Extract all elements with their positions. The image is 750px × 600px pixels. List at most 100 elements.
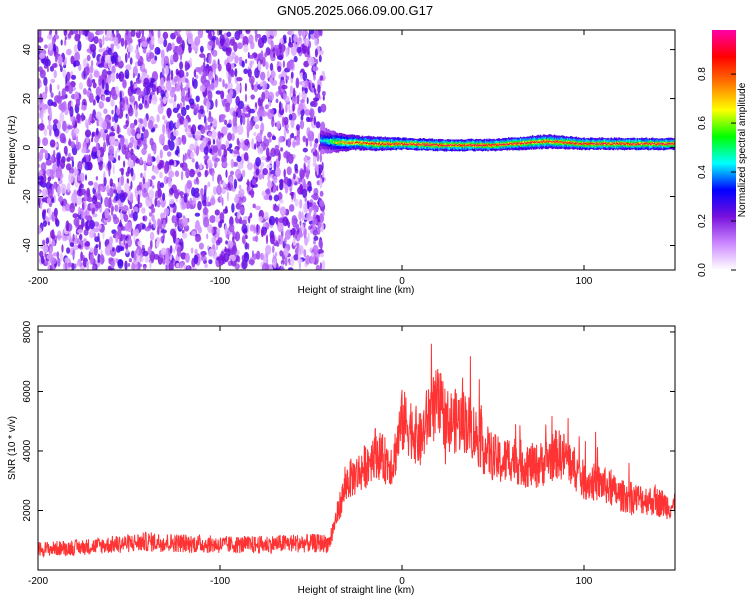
noise-speckle (47, 51, 54, 56)
signal-cell (594, 142, 596, 144)
noise-speckle (208, 53, 212, 65)
signal-cell (521, 142, 523, 145)
noise-speckle (143, 117, 148, 128)
noise-speckle (54, 34, 60, 40)
signal-cell (498, 144, 500, 146)
noise-speckle (217, 30, 220, 36)
signal-cell (641, 142, 643, 144)
noise-speckle (150, 78, 156, 83)
signal-cell (629, 143, 631, 146)
noise-speckle (95, 201, 102, 209)
noise-speckle (162, 192, 166, 201)
signal-cell (608, 142, 610, 144)
noise-speckle (190, 151, 195, 159)
signal-cell (407, 142, 410, 146)
noise-speckle (300, 99, 305, 104)
noise-speckle (217, 140, 222, 150)
noise-speckle (66, 157, 71, 162)
noise-speckle (278, 135, 284, 143)
noise-speckle (283, 176, 289, 185)
noise-speckle (132, 211, 138, 221)
noise-speckle (289, 85, 293, 94)
noise-speckle (194, 248, 198, 256)
noise-speckle (77, 175, 81, 182)
noise-speckle (287, 153, 294, 164)
signal-cell (376, 143, 379, 145)
signal-cell (400, 142, 403, 144)
noise-speckle (104, 129, 108, 134)
signal-cell (502, 143, 505, 146)
noise-speckle (247, 179, 250, 188)
signal-cell (361, 143, 364, 145)
noise-speckle (314, 138, 319, 144)
signal-cell (637, 143, 640, 145)
noise-speckle (179, 61, 184, 70)
noise-speckle (127, 151, 130, 162)
noise-speckle (101, 121, 108, 130)
noise-speckle (120, 246, 125, 251)
signal-cell (349, 142, 352, 145)
noise-speckle (305, 137, 309, 147)
signal-cell (334, 141, 336, 144)
noise-speckle (312, 229, 318, 236)
signal-cell (410, 144, 413, 146)
noise-speckle (230, 158, 234, 169)
noise-speckle (257, 173, 263, 180)
noise-speckle (38, 136, 41, 148)
signal-cell (430, 144, 432, 146)
noise-speckle (70, 156, 74, 162)
noise-speckle (127, 166, 131, 174)
signal-cell (479, 144, 482, 146)
signal-cell (324, 138, 327, 142)
signal-cell (633, 142, 636, 144)
noise-speckle (170, 69, 174, 81)
noise-speckle (182, 217, 185, 223)
noise-speckle (296, 94, 300, 105)
colorbar-label: Normalized spectral amplitude (737, 82, 748, 217)
signal-cell (417, 144, 419, 146)
noise-speckle (69, 242, 75, 247)
noise-speckle (285, 76, 290, 81)
noise-speckle (123, 160, 126, 168)
signal-cell (323, 139, 325, 143)
noise-speckle (213, 145, 218, 153)
signal-cell (454, 143, 456, 146)
noise-speckle (212, 59, 217, 70)
noise-speckle (93, 245, 98, 256)
noise-speckle (296, 134, 301, 145)
noise-speckle (168, 139, 171, 147)
noise-speckle (165, 80, 172, 91)
signal-cell (417, 142, 419, 146)
noise-speckle (49, 30, 53, 35)
noise-speckle (261, 110, 268, 117)
noise-speckle (157, 225, 160, 236)
noise-speckle (89, 253, 93, 264)
colorbar-ticks: 0.0 0.2 0.4 0.6 0.8 (697, 67, 736, 277)
signal-cell (655, 143, 657, 145)
noise-speckle (104, 30, 107, 36)
noise-speckle (212, 139, 216, 145)
noise-speckle (226, 94, 230, 100)
noise-speckle (197, 200, 202, 211)
noise-speckle (129, 204, 133, 210)
signal-cell (588, 142, 591, 146)
noise-speckle (135, 52, 141, 60)
noise-speckle (168, 170, 175, 178)
signal-cell (513, 142, 515, 145)
noise-speckle (303, 249, 307, 258)
noise-speckle (53, 207, 58, 217)
noise-speckle (168, 187, 174, 195)
noise-speckle (99, 254, 105, 265)
signal-cell (636, 142, 639, 144)
signal-cell (350, 142, 353, 144)
signal-cell (445, 144, 448, 146)
noise-speckle (129, 95, 136, 103)
noise-speckle (80, 104, 87, 111)
signal-cell (459, 145, 462, 147)
signal-cell (503, 143, 506, 145)
noise-speckle (163, 38, 168, 48)
noise-speckle (316, 92, 321, 100)
signal-cell (480, 144, 483, 147)
signal-cell (582, 141, 584, 145)
noise-speckle (267, 180, 273, 189)
